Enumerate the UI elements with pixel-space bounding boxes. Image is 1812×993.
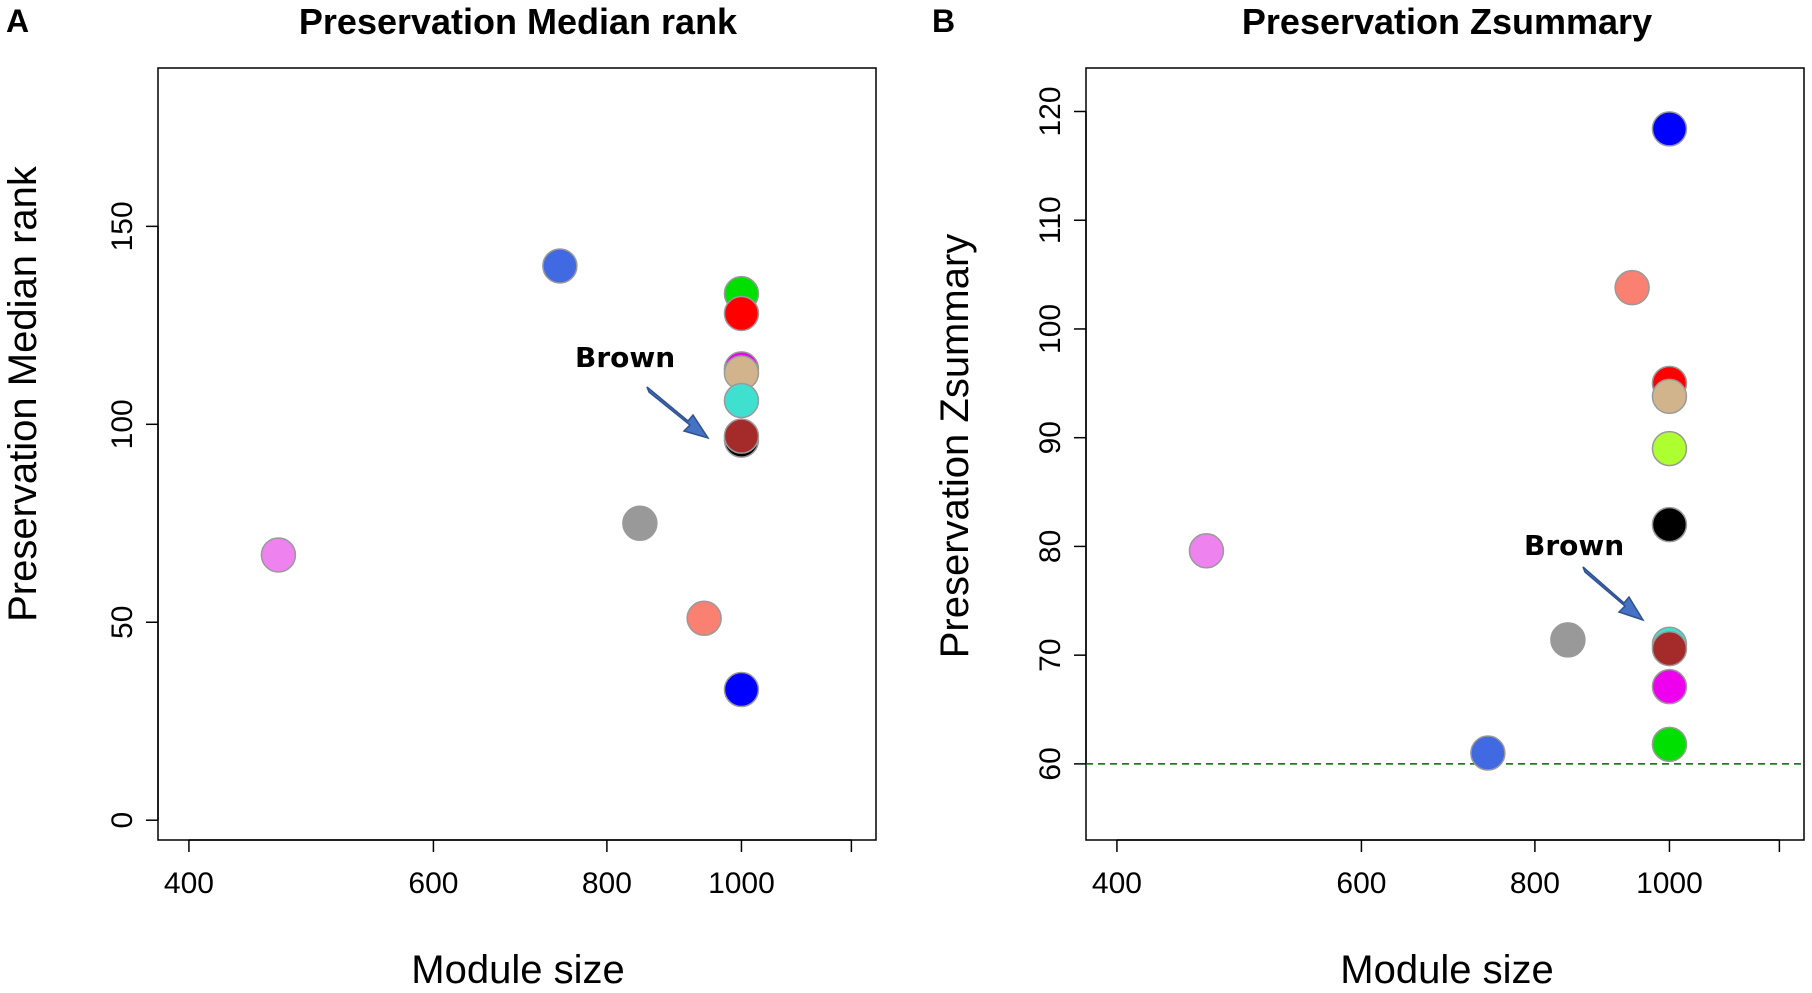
panel-a: A Preservation Median rank Preservation … — [1, 1, 877, 992]
panel-b-point-blue — [1651, 111, 1688, 147]
panel-a-point-royalblue — [542, 248, 578, 284]
panel-b-x-axis-label: Module size — [1340, 948, 1553, 992]
panel-a-y-tick-label: 150 — [106, 201, 139, 251]
panel-b-point-violet — [1188, 533, 1225, 569]
panel-b-point-greenyellow — [1651, 430, 1688, 467]
panel-b-x-tick-label: 600 — [1336, 867, 1386, 900]
panel-b-point-tan — [1651, 378, 1688, 415]
panel-a-title: Preservation Median rank — [299, 1, 738, 42]
panel-b-points — [1188, 111, 1688, 771]
panel-b-y-tick-label: 70 — [1034, 638, 1067, 671]
panel-b-y-tick-label: 90 — [1034, 421, 1067, 454]
panel-b-point-green — [1651, 726, 1688, 763]
panel-b-y-axis-label: Preservation Zsummary — [933, 234, 977, 659]
panel-a-point-salmon — [686, 600, 722, 637]
panel-b-letter: B — [932, 3, 955, 39]
panel-a-point-brown — [723, 418, 760, 454]
panel-a-x-tick-label: 1000 — [708, 867, 775, 900]
panel-a-brown-label: Brown — [575, 341, 675, 374]
panel-b-point-royalblue — [1470, 735, 1506, 771]
panel-b-axes: 400 600 800 1000 60 70 80 90 100 110 120 — [1034, 86, 1804, 900]
panel-b-x-tick-label: 800 — [1510, 867, 1560, 900]
panel-b-y-tick-label: 120 — [1034, 86, 1067, 136]
panel-a-y-tick-label: 0 — [106, 812, 139, 829]
panel-b-brown-annotation: Brown — [1524, 529, 1645, 622]
panel-a-x-axis-label: Module size — [411, 948, 624, 992]
panel-a-point-turquoise — [723, 382, 760, 419]
panel-b-x-tick-label: 400 — [1092, 867, 1142, 900]
panel-b-point-black — [1651, 506, 1688, 543]
panel-b-y-tick-label: 110 — [1034, 196, 1067, 244]
panel-a-point-blue — [723, 671, 760, 708]
panel-a-y-tick-label: 50 — [106, 606, 139, 639]
panel-a-plot-frame — [157, 67, 877, 841]
panel-b: B Preservation Zsummary Preservation Zsu… — [932, 1, 1805, 992]
panel-a-point-violet — [260, 537, 297, 573]
panel-b-brown-arrow — [1582, 566, 1645, 622]
panel-b-brown-label: Brown — [1524, 529, 1624, 562]
panel-a-x-tick-label: 800 — [582, 867, 632, 900]
panel-a-x-tick-label: 600 — [408, 867, 458, 900]
panel-a-brown-arrow — [646, 386, 710, 440]
panel-a-point-grey — [622, 505, 658, 542]
panel-a-letter: A — [6, 3, 29, 39]
panel-a-axes: 400 600 800 1000 0 50 100 150 — [106, 201, 853, 900]
panel-b-point-magenta — [1651, 668, 1688, 705]
panel-a-y-axis-label: Preservation Median rank — [1, 165, 45, 622]
panel-b-point-salmon — [1614, 269, 1650, 306]
panel-b-y-tick-label: 100 — [1034, 304, 1067, 354]
panel-b-plot-frame — [1085, 67, 1805, 841]
panel-a-point-red — [723, 295, 760, 332]
panel-b-x-tick-label: 1000 — [1636, 867, 1703, 900]
panel-b-y-tick-label: 80 — [1034, 530, 1067, 563]
panel-a-brown-annotation: Brown — [575, 341, 710, 440]
panel-b-point-grey — [1550, 622, 1586, 658]
panel-b-y-tick-label: 60 — [1034, 747, 1067, 780]
panel-a-points — [260, 248, 760, 708]
panel-b-title: Preservation Zsummary — [1242, 1, 1652, 42]
panel-a-x-tick-label: 400 — [164, 867, 214, 900]
panel-a-y-tick-label: 100 — [106, 399, 139, 449]
panel-b-point-brown — [1651, 630, 1688, 667]
